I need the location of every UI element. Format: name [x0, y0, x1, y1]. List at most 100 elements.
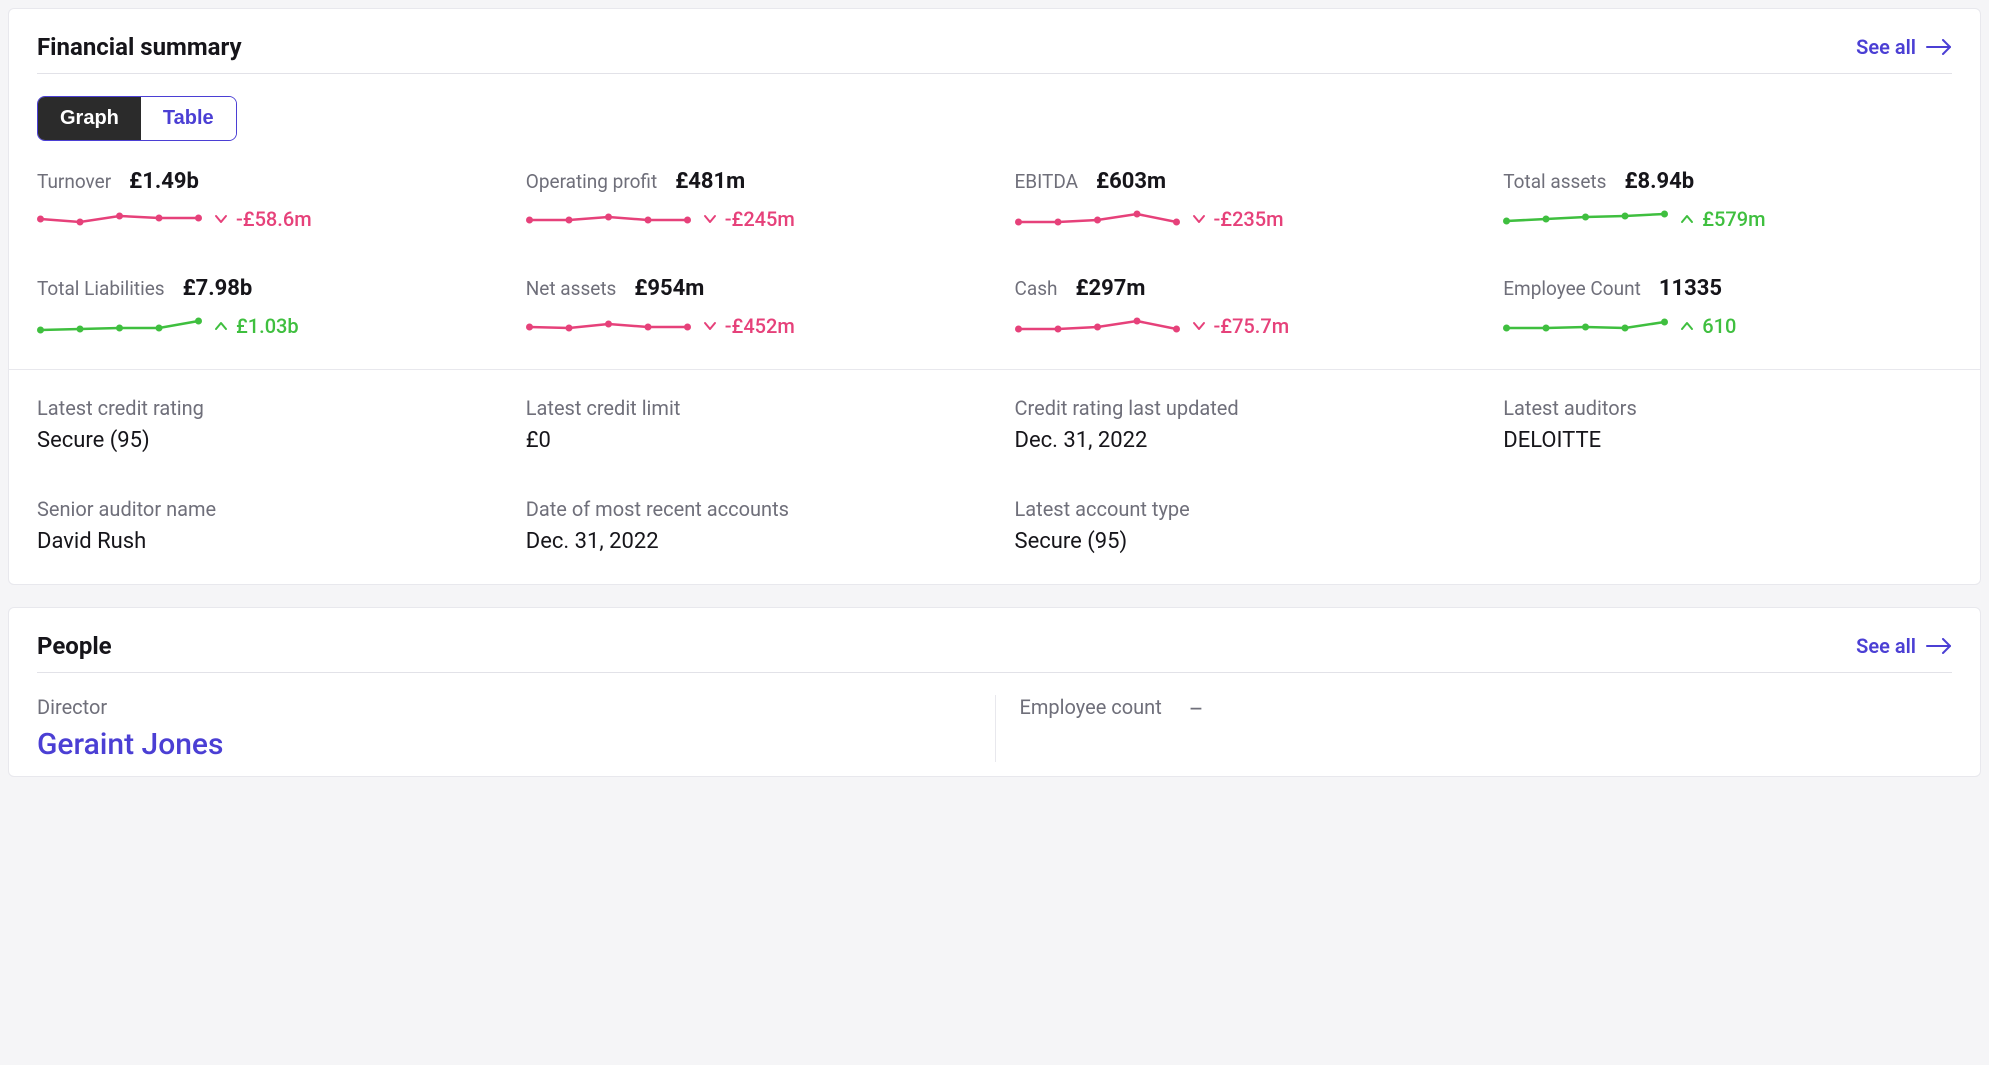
metric-delta: £1.03b	[214, 314, 299, 338]
metric-delta-value: -£452m	[725, 314, 795, 338]
employee-count-label: Employee count	[1020, 695, 1162, 719]
detail-label: Credit rating last updated	[1015, 396, 1464, 420]
section-divider	[9, 369, 1980, 370]
detail-label: Latest credit rating	[37, 396, 486, 420]
director-label: Director	[37, 695, 975, 719]
people-title: People	[37, 632, 112, 660]
metric-delta: £579m	[1680, 207, 1765, 231]
chevron-down-icon	[1192, 319, 1206, 333]
metrics-grid: Turnover £1.49b -£58.6m Operating profit £48…	[37, 169, 1952, 369]
metric-card: Total Liabilities £7.98b £1.03b	[37, 276, 486, 341]
employee-count-block: Employee count —	[995, 695, 1953, 762]
financial-header: Financial summary See all	[37, 33, 1952, 74]
people-body: Director Geraint Jones Employee count —	[37, 695, 1952, 762]
detail-label: Latest auditors	[1503, 396, 1952, 420]
detail-value: DELOITTE	[1503, 428, 1952, 453]
metric-card: Employee Count 11335 610	[1503, 276, 1952, 341]
detail-label: Senior auditor name	[37, 497, 486, 521]
financial-see-all-link[interactable]: See all	[1856, 35, 1952, 59]
metric-card: Turnover £1.49b -£58.6m	[37, 169, 486, 234]
metric-value: £297m	[1075, 276, 1145, 301]
detail-label: Latest credit limit	[526, 396, 975, 420]
sparkline-chart	[1015, 311, 1180, 341]
director-name-link[interactable]: Geraint Jones	[37, 727, 223, 762]
metric-delta-value: £579m	[1702, 207, 1765, 231]
financial-summary-card: Financial summary See all Graph Table Tu…	[8, 8, 1981, 585]
metric-label: Cash	[1015, 277, 1058, 300]
metric-delta: -£75.7m	[1192, 314, 1290, 338]
metric-value: £1.49b	[129, 169, 199, 194]
metric-value: £603m	[1096, 169, 1166, 194]
detail-value: Secure (95)	[37, 428, 486, 453]
metric-value: 11335	[1659, 276, 1722, 301]
metric-label: Net assets	[526, 277, 617, 300]
detail-item: Credit rating last updated Dec. 31, 2022	[1015, 396, 1464, 453]
metric-delta: -£58.6m	[214, 207, 312, 231]
detail-value: £0	[526, 428, 975, 453]
toggle-graph-button[interactable]: Graph	[38, 97, 141, 140]
metric-card: Net assets £954m -£452m	[526, 276, 975, 341]
arrow-right-icon	[1926, 638, 1952, 654]
director-block: Director Geraint Jones	[37, 695, 995, 762]
metric-label: Total Liabilities	[37, 277, 165, 300]
see-all-label: See all	[1856, 35, 1916, 59]
metric-label: Turnover	[37, 170, 111, 193]
sparkline-chart	[1015, 204, 1180, 234]
detail-label: Date of most recent accounts	[526, 497, 975, 521]
metric-delta: -£235m	[1192, 207, 1284, 231]
metric-value: £7.98b	[183, 276, 253, 301]
detail-value: Dec. 31, 2022	[1015, 428, 1464, 453]
metric-delta: -£452m	[703, 314, 795, 338]
chevron-up-icon	[1680, 212, 1694, 226]
metric-delta-value: -£75.7m	[1214, 314, 1290, 338]
detail-value: David Rush	[37, 529, 486, 554]
chevron-up-icon	[1680, 319, 1694, 333]
details-grid: Latest credit ratingSecure (95)Latest cr…	[37, 396, 1952, 570]
detail-item: Date of most recent accountsDec. 31, 202…	[526, 497, 975, 554]
sparkline-chart	[526, 204, 691, 234]
toggle-table-button[interactable]: Table	[141, 97, 236, 140]
detail-item: Latest credit rating Secure (95)	[37, 396, 486, 453]
view-toggle: Graph Table	[37, 96, 237, 141]
people-see-all-link[interactable]: See all	[1856, 634, 1952, 658]
employee-count-value: —	[1190, 699, 1204, 718]
metric-delta-value: 610	[1702, 314, 1736, 338]
metric-delta-value: -£58.6m	[236, 207, 312, 231]
metric-value: £481m	[675, 169, 745, 194]
metric-delta-value: £1.03b	[236, 314, 299, 338]
sparkline-chart	[1503, 311, 1668, 341]
metric-value: £954m	[634, 276, 704, 301]
financial-title: Financial summary	[37, 33, 242, 61]
sparkline-chart	[37, 204, 202, 234]
see-all-label: See all	[1856, 634, 1916, 658]
chevron-down-icon	[1192, 212, 1206, 226]
detail-value: Secure (95)	[1015, 529, 1464, 554]
metric-label: Operating profit	[526, 170, 657, 193]
sparkline-chart	[1503, 204, 1668, 234]
chevron-down-icon	[703, 212, 717, 226]
metric-delta: -£245m	[703, 207, 795, 231]
detail-item: Latest auditors DELOITTE	[1503, 396, 1952, 453]
metric-card: Cash £297m -£75.7m	[1015, 276, 1464, 341]
metric-delta-value: -£235m	[1214, 207, 1284, 231]
metric-card: Total assets£8.94b£579m	[1503, 169, 1952, 234]
chevron-down-icon	[214, 212, 228, 226]
chevron-up-icon	[214, 319, 228, 333]
sparkline-chart	[37, 311, 202, 341]
people-card: People See all Director Geraint Jones Em…	[8, 607, 1981, 777]
metric-delta: 610	[1680, 314, 1736, 338]
detail-label: Latest account type	[1015, 497, 1464, 521]
metric-card: EBITDA £603m -£235m	[1015, 169, 1464, 234]
chevron-down-icon	[703, 319, 717, 333]
metric-label: Employee Count	[1503, 277, 1641, 300]
people-header: People See all	[37, 632, 1952, 673]
metric-value: £8.94b	[1624, 169, 1694, 194]
sparkline-chart	[526, 311, 691, 341]
metric-label: EBITDA	[1015, 170, 1079, 193]
metric-card: Operating profit £481m -£245m	[526, 169, 975, 234]
metric-delta-value: -£245m	[725, 207, 795, 231]
detail-item: Senior auditor name David Rush	[37, 497, 486, 554]
detail-item: Latest credit limit £0	[526, 396, 975, 453]
detail-item: Latest account type Secure (95)	[1015, 497, 1464, 554]
arrow-right-icon	[1926, 39, 1952, 55]
